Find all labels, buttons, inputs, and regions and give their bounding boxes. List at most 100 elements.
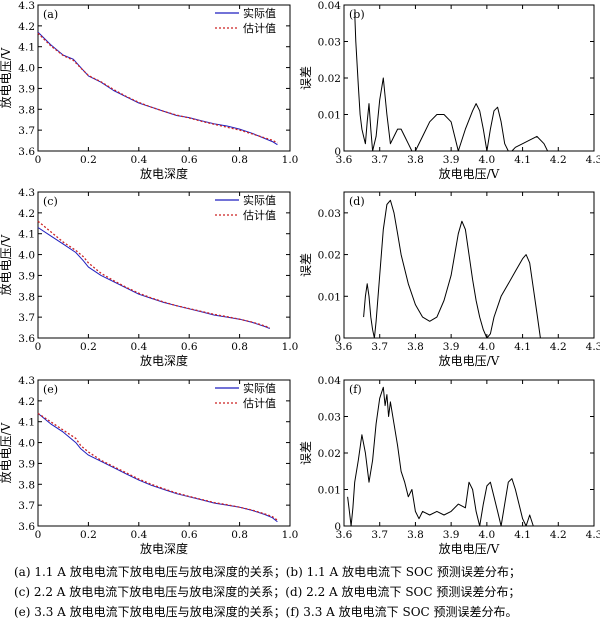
y-tick-label: 0.02 [318,448,341,460]
x-tick-label: 3.8 [407,529,424,541]
caption-line-2: (c) 2.2 A 放电电流下放电电压与放电深度的关系；(d) 2.2 A 放电… [14,585,521,599]
x-tick-label: 0 [35,529,42,541]
x-tick-label: 3.9 [443,529,460,541]
y-tick-label: 3.7 [18,125,35,137]
x-tick-label: 3.9 [443,341,460,353]
y-tick-label: 3.8 [18,479,35,491]
y-tick-label: 0.04 [318,0,342,12]
y-tick-label: 0.01 [318,291,341,303]
x-tick-label: 4.2 [550,154,567,166]
y-tick-label: 4.1 [18,417,35,429]
y-tick-label: 4.3 [18,187,35,199]
x-tick-label: 3.6 [336,341,353,353]
panel-letter: (e) [43,383,58,396]
plot-frame [37,379,291,527]
legend-label: 估计值 [243,209,276,222]
x-tick-label: 0.4 [130,341,147,353]
plot-frame [37,191,291,339]
panel-letter: (f) [349,383,362,396]
y-tick-label: 0.01 [318,485,341,497]
x-axis-label: 放电深度 [140,166,188,181]
panel-f: 3.6 3.7 3.8 3.9 4.0 4.1 4.2 4.3 0 0.01 0.02 0.03 0.0… [299,375,600,556]
y-tick-label: 3.7 [18,500,35,512]
x-axis-label: 放电电压/V [439,166,500,181]
x-tick-label: 4.3 [586,341,600,353]
caption-line-1: (a) 1.1 A 放电电流下放电电压与放电深度的关系；(b) 1.1 A 放电… [14,565,521,579]
x-tick-label: 4.3 [586,529,600,541]
x-tick-label: 3.9 [443,154,460,166]
x-tick-label: 4.1 [514,154,531,166]
y-tick-label: 4.0 [18,250,35,262]
x-tick-label: 3.7 [371,154,388,166]
y-tick-label: 0.03 [318,208,341,220]
panel-letter: (d) [349,195,365,208]
series-line-error [354,12,549,152]
y-tick-label: 4.0 [18,438,35,450]
y-tick-label: 4.2 [18,21,35,33]
x-tick-label: 4.1 [514,341,531,353]
x-tick-label: 1.0 [282,529,299,541]
x-tick-label: 1.0 [282,341,299,353]
panel-letter: (b) [349,8,365,21]
y-tick-label: 3.9 [18,458,35,470]
y-tick-label: 0.02 [318,73,341,85]
panel-e: 0 0.2 0.4 0.6 0.8 1.0 3.6 3.7 3.8 3.9 4.0 4.1 4.2 4.3… [0,375,298,556]
series-line-估计值 [37,412,278,521]
x-tick-label: 0.6 [181,154,198,166]
y-tick-label: 0 [334,146,341,158]
y-axis-label: 误差 [299,253,313,277]
series-line-实际值 [37,413,278,523]
series-line-error [347,386,534,527]
plot-frame [343,4,595,152]
x-tick-label: 0 [35,154,42,166]
x-tick-label: 4.2 [550,529,567,541]
x-tick-label: 3.6 [336,154,353,166]
plot-frame [343,379,595,527]
y-tick-label: 4.2 [18,208,35,220]
legend-label: 实际值 [243,381,276,395]
x-axis-label: 放电深度 [140,541,188,556]
x-tick-label: 0.6 [181,341,198,353]
y-tick-label: 0.03 [318,412,341,424]
x-tick-label: 0.2 [80,154,97,166]
y-axis-label: 误差 [299,66,313,90]
panel-b: 3.6 3.7 3.8 3.9 4.0 4.1 4.2 4.3 0 0.01 0.02 0.03 0.0… [299,0,600,181]
y-axis-label: 误差 [299,441,313,465]
y-tick-label: 3.6 [18,146,35,158]
x-tick-label: 3.7 [371,341,388,353]
series-line-实际值 [37,227,270,330]
x-tick-label: 3.6 [336,529,353,541]
series-line-error [363,199,541,339]
x-tick-label: 0.4 [130,529,147,541]
y-axis-label: 放电电压/V [0,422,13,483]
y-tick-label: 3.7 [18,312,35,324]
figure-canvas: 0 0.2 0.4 0.6 0.8 1.0 3.6 3.7 3.8 3.9 4.0 4.1 4.2 4.3… [0,0,600,556]
x-tick-label: 1.0 [282,154,299,166]
y-tick-label: 3.8 [18,291,35,303]
y-tick-label: 4.1 [18,229,35,241]
x-tick-label: 0.2 [80,341,97,353]
x-tick-label: 4.0 [479,154,496,166]
panel-a: 0 0.2 0.4 0.6 0.8 1.0 3.6 3.7 3.8 3.9 4.0 4.1 4.2 4.3… [0,0,298,181]
y-tick-label: 0.04 [318,375,342,387]
x-tick-label: 4.1 [514,529,531,541]
figure-captions: (a) 1.1 A 放电电流下放电电压与放电深度的关系；(b) 1.1 A 放电… [14,562,594,622]
x-tick-label: 4.0 [479,341,496,353]
y-tick-label: 0.02 [318,250,341,262]
x-tick-label: 3.8 [407,154,424,166]
y-axis-label: 放电电压/V [0,47,13,108]
y-axis-label: 放电电压/V [0,234,13,295]
caption-line-3: (e) 3.3 A 放电电流下放电电压与放电深度的关系；(f) 3.3 A 放电… [14,605,518,619]
y-tick-label: 4.1 [18,42,35,54]
y-tick-label: 3.8 [18,104,35,116]
x-tick-label: 4.3 [586,154,600,166]
series-line-估计值 [37,32,278,144]
x-tick-label: 0.8 [231,341,248,353]
y-tick-label: 4.3 [18,0,35,12]
x-tick-label: 0.2 [80,529,97,541]
x-tick-label: 4.2 [550,341,567,353]
x-tick-label: 0.8 [231,154,248,166]
x-axis-label: 放电电压/V [439,541,500,556]
y-tick-label: 0 [334,333,341,345]
plot-frame [343,191,595,339]
